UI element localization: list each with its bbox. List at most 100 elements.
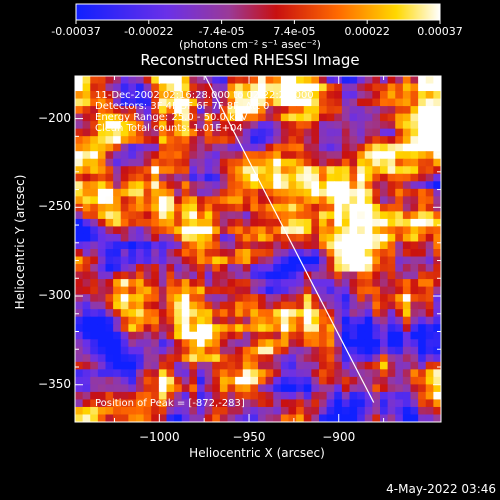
heatmap-cell xyxy=(402,361,412,370)
heatmap-cell xyxy=(326,91,335,100)
heatmap-cell xyxy=(380,76,389,85)
heatmap-cell xyxy=(319,264,328,273)
heatmap-cell xyxy=(128,91,137,100)
heatmap-cell xyxy=(258,406,267,416)
heatmap-cell xyxy=(189,286,198,295)
heatmap-cell xyxy=(105,316,114,325)
heatmap-cell xyxy=(204,406,213,416)
heatmap-cell xyxy=(425,376,434,385)
heatmap-cell xyxy=(166,256,175,265)
heatmap-cell xyxy=(235,279,244,288)
heatmap-cell xyxy=(174,158,183,167)
heatmap-cell xyxy=(364,158,373,167)
heatmap-cell xyxy=(273,286,282,295)
heatmap-cell xyxy=(105,369,114,378)
heatmap-cell xyxy=(105,113,114,122)
heatmap-cell xyxy=(128,158,137,167)
heatmap-cell xyxy=(166,369,175,378)
heatmap-cell xyxy=(425,83,434,92)
heatmap-cell xyxy=(433,173,441,182)
heatmap-cell xyxy=(303,76,312,85)
heatmap-cell xyxy=(433,166,441,175)
heatmap-cell xyxy=(273,181,282,190)
heatmap-cell xyxy=(303,294,312,303)
heatmap-cell xyxy=(395,98,404,107)
colorbar xyxy=(75,3,441,21)
heatmap-cell xyxy=(235,271,244,280)
heatmap-cell xyxy=(296,136,305,145)
heatmap-cell xyxy=(265,158,274,167)
heatmap-cell xyxy=(311,106,320,115)
heatmap-cell xyxy=(227,271,236,280)
heatmap-cell xyxy=(227,188,236,197)
heatmap-cell xyxy=(280,128,290,137)
heatmap-cell xyxy=(319,98,328,107)
heatmap-cell xyxy=(90,324,99,333)
heatmap-cell xyxy=(120,271,129,280)
heatmap-cell xyxy=(197,203,206,212)
heatmap-cell xyxy=(97,128,107,137)
heatmap-cell xyxy=(250,98,259,107)
heatmap-cell xyxy=(166,83,175,92)
heatmap-cell xyxy=(402,196,412,205)
heatmap-cell xyxy=(120,391,129,401)
heatmap-cell xyxy=(364,241,373,250)
heatmap-cell xyxy=(425,181,434,190)
heatmap-cell xyxy=(372,233,381,243)
heatmap-cell xyxy=(113,309,122,318)
heatmap-cell xyxy=(303,226,312,235)
heatmap-cell xyxy=(387,173,396,182)
heatmap-cell xyxy=(326,346,335,355)
heatmap-cell xyxy=(258,91,267,100)
heatmap-cell xyxy=(334,136,343,145)
heatmap-cell xyxy=(418,136,427,145)
heatmap-cell xyxy=(181,76,190,85)
heatmap-cell xyxy=(280,301,290,310)
heatmap-cell xyxy=(326,158,335,167)
heatmap-cell xyxy=(387,346,396,355)
heatmap-cell xyxy=(341,384,351,393)
heatmap-cell xyxy=(303,113,312,122)
heatmap-cell xyxy=(166,181,175,190)
heatmap-cell xyxy=(418,354,427,363)
heatmap-cell xyxy=(265,384,274,393)
heatmap-cell xyxy=(197,91,206,100)
heatmap-cell xyxy=(105,151,114,160)
heatmap-cell xyxy=(97,113,107,122)
heatmap-cell xyxy=(212,83,221,92)
heatmap-cell xyxy=(425,369,434,378)
heatmap-cell xyxy=(296,181,305,190)
heatmap-cell xyxy=(151,391,160,401)
heatmap-cell xyxy=(265,271,274,280)
heatmap-cell xyxy=(197,286,206,295)
heatmap-cell xyxy=(189,399,198,408)
heatmap-cell xyxy=(395,309,404,318)
heatmap-cell xyxy=(75,166,84,175)
heatmap-cell xyxy=(433,241,441,250)
heatmap-cell xyxy=(75,346,84,355)
heatmap-cell xyxy=(158,271,168,280)
heatmap-cell xyxy=(82,76,91,85)
heatmap-cell xyxy=(372,166,381,175)
heatmap-cell xyxy=(143,339,152,348)
heatmap-cell xyxy=(197,294,206,303)
heatmap-cell xyxy=(75,399,84,408)
heatmap-cell xyxy=(410,211,419,220)
heatmap-cell xyxy=(433,406,441,416)
heatmap-cell xyxy=(113,324,122,333)
heatmap-cell xyxy=(189,173,198,182)
heatmap-cell xyxy=(357,128,366,137)
heatmap-cell xyxy=(197,76,206,85)
heatmap-cell xyxy=(341,294,351,303)
heatmap-cell xyxy=(395,83,404,92)
heatmap-cell xyxy=(380,376,389,385)
heatmap-cell xyxy=(212,128,221,137)
heatmap-cell xyxy=(418,151,427,160)
colorbar-tick-label: 0.00022 xyxy=(344,25,390,38)
heatmap-cell xyxy=(425,316,434,325)
heatmap-cell xyxy=(181,346,190,355)
heatmap-cell xyxy=(166,316,175,325)
heatmap-cell xyxy=(212,188,221,197)
heatmap-cell xyxy=(113,354,122,363)
heatmap-cell xyxy=(341,354,351,363)
